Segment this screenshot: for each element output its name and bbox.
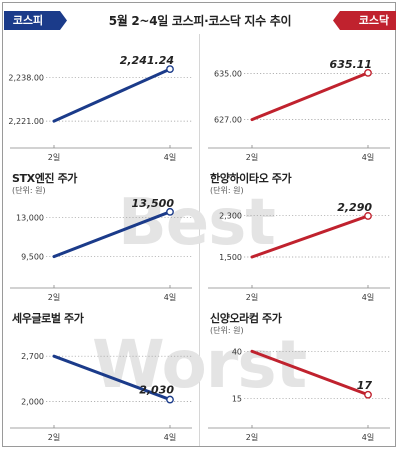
x-tick-label: 2일 [48,293,60,302]
series-line [250,71,370,122]
y-tick-label: 15 [232,395,242,404]
y-tick-label: 2,000 [21,398,44,407]
header-tag-shapes [4,11,396,30]
kospi-tag-shape [4,11,67,30]
chart-panel-kospi: 2,221.00 2,238.00 2일 4일 2,241.24 [2,40,198,178]
series-line [52,354,172,402]
y-tick-label: 2,238.00 [8,73,44,82]
column-divider [199,34,200,446]
chart-panel-kosdaq: 627.00 635.00 2일 4일 635.11 [200,40,396,178]
chart-title: 세우글로벌 주가 [12,312,84,325]
y-tick-label: 1,500 [219,253,242,262]
chart-kosdaq: 627.00 635.00 2일 4일 635.11 [208,58,390,162]
x-tick-label: 2일 [246,153,258,162]
chart-panel-stx: STX엔진 주가 (단위: 원) 9,500 13,000 2일 4일 13,500 [2,170,198,308]
chart-unit: (단위: 원) [210,186,244,195]
chart-title: 신양오라컴 주가 [210,312,282,325]
end-point-marker [364,390,372,399]
chart-panel-sewoo: 세우글로벌 주가 2,000 2,700 2일 4일 2,030 [2,310,198,448]
chart-stx: 9,500 13,000 2일 4일 13,500 [10,197,192,302]
chart-sinyang: 15 40 2일 4일 17 [208,347,390,442]
end-point-marker [166,65,174,73]
x-tick-label: 2일 [246,293,258,302]
y-tick-label: 2,700 [21,352,44,361]
x-tick-label: 4일 [362,153,374,162]
kosdaq-tag-shape [333,11,396,30]
data-label: 2,290 [337,201,372,214]
x-tick-label: 2일 [246,433,258,442]
series-line [52,67,172,123]
y-tick-label: 9,500 [21,253,44,262]
chart-kospi: 2,221.00 2,238.00 2일 4일 2,241.24 [8,54,192,162]
data-label: 635.11 [330,58,372,71]
series-line [250,349,370,397]
series-line [250,214,370,259]
data-label: 17 [357,379,373,392]
kosdaq-tag: 코스닥 [358,14,390,27]
page-title: 5월 2~4일 코스피·코스닥 지수 추이 [108,14,292,28]
y-tick-label: 40 [232,347,242,356]
end-point-marker [166,395,174,404]
x-tick-label: 4일 [164,433,176,442]
chart-sewoo: 2,000 2,700 2일 4일 2,030 [10,352,192,442]
x-tick-label: 4일 [362,293,374,302]
y-tick-label: 627.00 [214,116,242,125]
chart-panel-hanyang: 한양하이타오 주가 (단위: 원) 1,500 2,300 2일 4일 2,290 [200,170,396,308]
x-tick-label: 4일 [164,293,176,302]
end-point-marker [364,212,372,220]
y-tick-label: 2,300 [219,211,242,220]
series-line [52,210,172,259]
x-tick-label: 4일 [164,153,176,162]
chart-title: 한양하이타오 주가 [210,172,292,185]
x-tick-label: 4일 [362,433,374,442]
x-tick-label: 2일 [48,153,60,162]
y-tick-label: 2,221.00 [8,117,44,126]
chart-panel-sinyang: 신양오라컴 주가 (단위: 원) 15 40 2일 4일 17 [200,310,396,448]
x-tick-label: 2일 [48,433,60,442]
y-tick-label: 13,000 [16,213,44,222]
chart-unit: (단위: 원) [210,326,244,335]
kospi-tag: 코스피 [12,14,44,27]
y-tick-label: 635.00 [214,70,242,79]
end-point-marker [364,68,372,77]
chart-title: STX엔진 주가 [12,172,78,185]
data-label: 13,500 [132,197,175,210]
data-label: 2,030 [139,384,174,397]
data-label: 2,241.24 [120,54,174,67]
chart-hanyang: 1,500 2,300 2일 4일 2,290 [208,201,390,302]
end-point-marker [166,207,174,216]
chart-unit: (단위: 원) [12,186,46,195]
